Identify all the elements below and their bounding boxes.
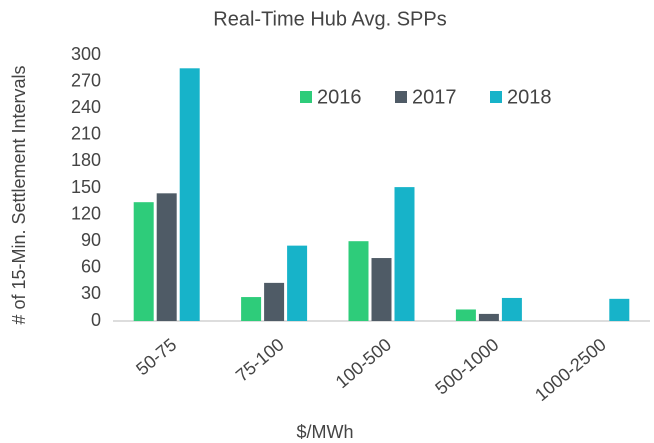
legend-swatch xyxy=(300,91,312,103)
bar xyxy=(133,202,154,321)
bar xyxy=(179,68,200,321)
bar xyxy=(501,297,522,321)
y-tick-label: 30 xyxy=(81,283,101,303)
bar xyxy=(348,241,369,321)
x-tick-label: 75-100 xyxy=(232,334,288,385)
y-tick-label: 270 xyxy=(71,70,101,90)
x-tick-label: 1000-2500 xyxy=(531,334,610,405)
x-tick-label: 100-500 xyxy=(332,334,395,392)
x-tick-label: 50-75 xyxy=(132,334,180,379)
bar xyxy=(264,282,285,321)
y-axis-label: # of 15-Min. Settlement Intervals xyxy=(9,65,29,324)
y-tick-label: 60 xyxy=(81,257,101,277)
y-tick-label: 0 xyxy=(91,310,101,330)
legend-label: 2016 xyxy=(317,86,362,108)
bar xyxy=(371,258,392,321)
y-tick-label: 120 xyxy=(71,203,101,223)
y-tick-label: 180 xyxy=(71,150,101,170)
bar xyxy=(241,297,262,321)
y-tick-label: 240 xyxy=(71,97,101,117)
bar xyxy=(156,193,177,321)
y-tick-label: 90 xyxy=(81,230,101,250)
legend-label: 2018 xyxy=(507,86,552,108)
bar xyxy=(478,313,499,321)
y-tick-label: 210 xyxy=(71,124,101,144)
chart-title: Real-Time Hub Avg. SPPs xyxy=(213,8,446,30)
legend-label: 2017 xyxy=(412,86,457,108)
bar xyxy=(287,245,308,321)
y-tick-label: 300 xyxy=(71,44,101,64)
x-tick-label: 500-1000 xyxy=(431,334,502,398)
legend-swatch xyxy=(395,91,407,103)
legend-swatch xyxy=(490,91,502,103)
bar xyxy=(394,187,415,321)
bar xyxy=(455,309,476,321)
x-axis-label: $/MWh xyxy=(296,422,353,442)
bar xyxy=(609,298,630,321)
y-tick-label: 150 xyxy=(71,177,101,197)
